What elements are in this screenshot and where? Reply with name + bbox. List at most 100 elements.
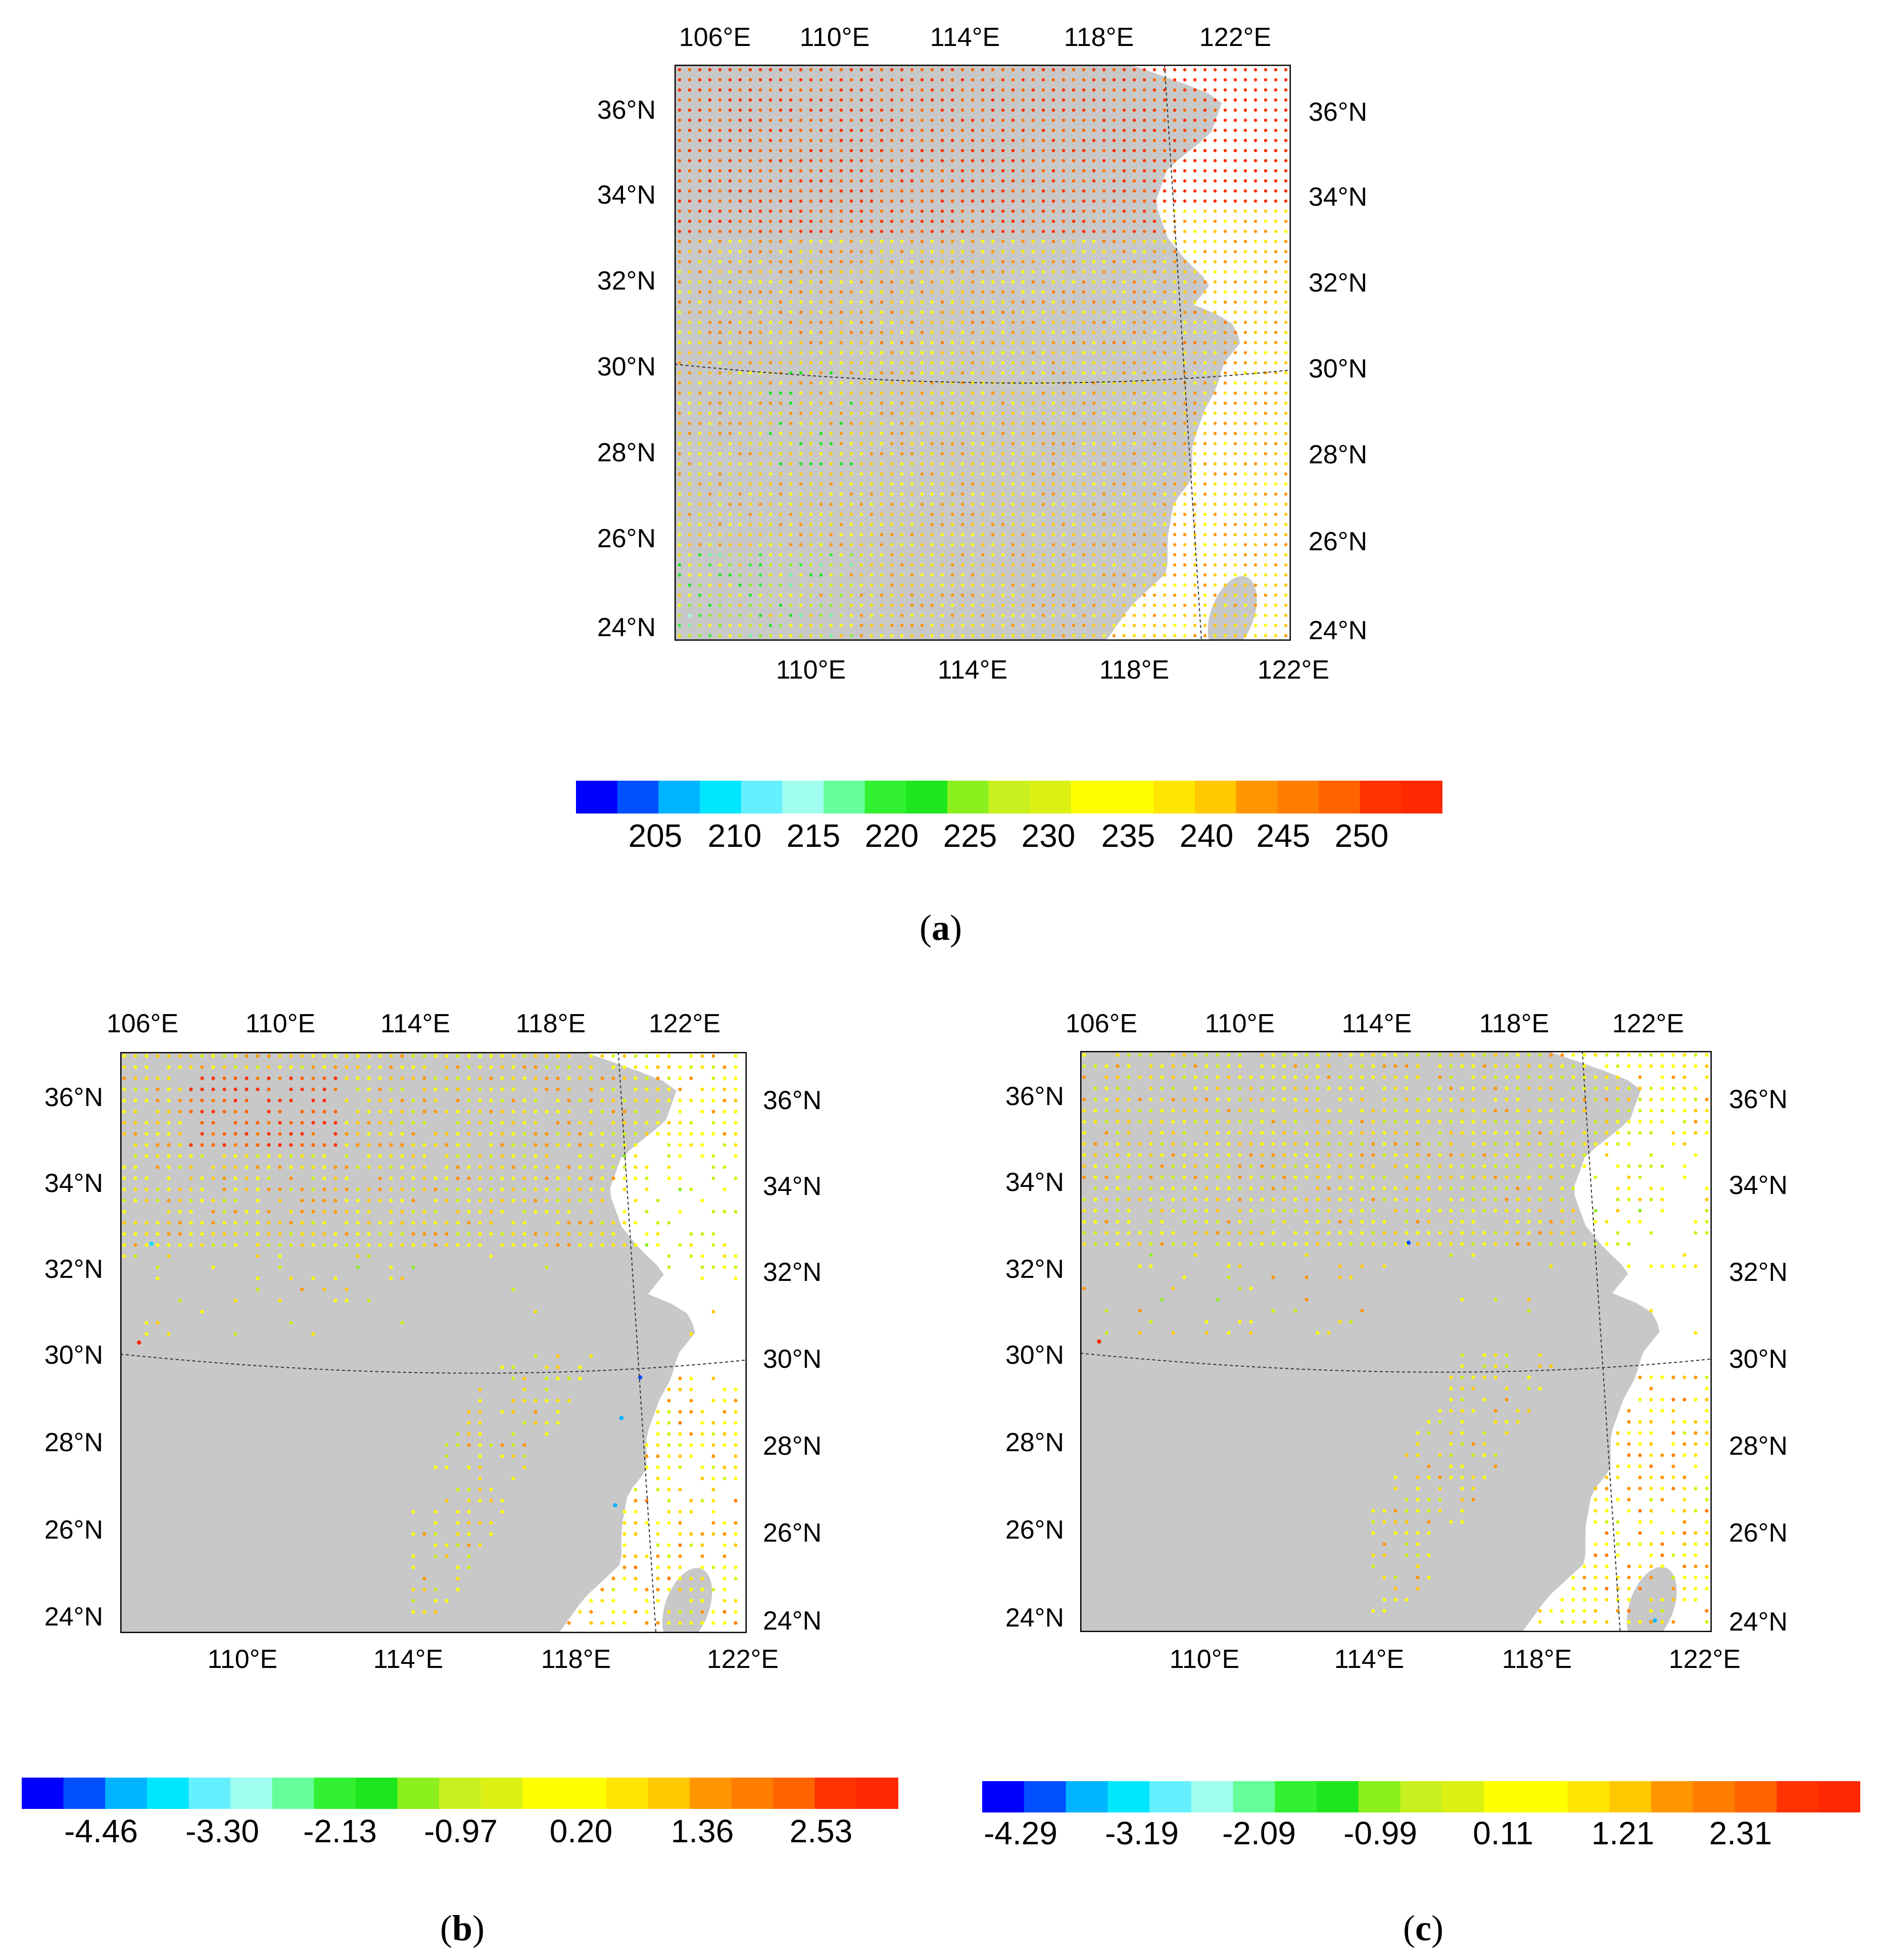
observation-point xyxy=(689,1410,693,1414)
observation-point xyxy=(700,1476,704,1480)
observation-point xyxy=(1021,209,1025,213)
observation-point xyxy=(467,1232,471,1236)
caption-b: (b) xyxy=(440,1908,485,1948)
observation-point xyxy=(1213,512,1217,516)
observation-point xyxy=(819,613,823,617)
observation-point xyxy=(233,1176,237,1180)
observation-point xyxy=(734,1543,738,1547)
observation-point xyxy=(478,1176,482,1180)
observation-point xyxy=(1072,361,1076,365)
observation-point xyxy=(634,1243,638,1247)
observation-point xyxy=(1274,492,1278,496)
observation-point xyxy=(1072,240,1076,244)
observation-point xyxy=(688,68,692,72)
observation-point xyxy=(311,1076,315,1080)
observation-point xyxy=(422,1221,426,1225)
observation-point xyxy=(1152,432,1156,436)
observation-point xyxy=(1223,270,1227,274)
observation-point xyxy=(940,401,944,405)
observation-point xyxy=(1163,138,1167,142)
observation-point xyxy=(1223,583,1227,587)
observation-point xyxy=(167,1243,171,1247)
observation-point xyxy=(356,1221,360,1225)
observation-point xyxy=(910,462,914,466)
observation-point xyxy=(1183,593,1187,597)
observation-point xyxy=(849,603,853,607)
observation-point xyxy=(522,1210,526,1214)
observation-point xyxy=(1203,260,1207,264)
observation-point xyxy=(1082,118,1086,122)
observation-point xyxy=(880,593,884,597)
observation-point xyxy=(1072,108,1076,112)
observation-point xyxy=(1183,280,1187,284)
observation-point xyxy=(859,149,863,153)
observation-point xyxy=(534,1187,538,1191)
observation-point xyxy=(698,108,702,112)
observation-point xyxy=(708,533,712,537)
observation-point xyxy=(910,613,914,617)
observation-point xyxy=(1152,371,1156,375)
right-lat-tick: 32°N xyxy=(1309,268,1368,298)
observation-point xyxy=(1416,1064,1420,1068)
observation-point xyxy=(1102,78,1106,82)
observation-point xyxy=(1061,88,1066,92)
observation-point xyxy=(819,593,823,597)
observation-point xyxy=(711,1499,715,1503)
observation-point xyxy=(1223,219,1227,223)
observation-point xyxy=(489,1232,493,1236)
observation-point xyxy=(1102,593,1106,597)
observation-point xyxy=(689,1510,693,1514)
observation-point xyxy=(758,351,762,355)
observation-point xyxy=(1061,108,1066,112)
observation-point xyxy=(1227,1053,1231,1057)
observation-point xyxy=(1284,128,1288,132)
observation-point xyxy=(1092,118,1096,122)
observation-point xyxy=(489,1199,493,1203)
observation-point xyxy=(1072,522,1076,527)
observation-point xyxy=(960,391,964,395)
observation-point xyxy=(300,1121,304,1125)
observation-point xyxy=(839,573,843,577)
observation-point xyxy=(245,1165,249,1169)
observation-point xyxy=(748,371,752,375)
observation-point xyxy=(489,1488,493,1492)
observation-point xyxy=(189,1232,193,1236)
observation-point xyxy=(311,1054,315,1058)
observation-point xyxy=(890,573,894,577)
observation-point xyxy=(1021,603,1025,607)
observation-point xyxy=(600,1621,604,1625)
observation-point xyxy=(1031,603,1035,607)
observation-point xyxy=(1284,98,1288,102)
observation-point xyxy=(734,1410,738,1414)
observation-point xyxy=(1264,330,1268,334)
observation-point xyxy=(1152,138,1156,142)
observation-point xyxy=(678,270,682,274)
observation-point xyxy=(722,1599,727,1603)
observation-point xyxy=(950,391,954,395)
right-lat-tick: 30°N xyxy=(1729,1345,1788,1374)
observation-point xyxy=(1183,361,1187,365)
observation-point xyxy=(1264,240,1268,244)
observation-point xyxy=(829,219,833,223)
observation-point xyxy=(700,1232,704,1236)
observation-point xyxy=(1183,462,1187,466)
observation-point xyxy=(1001,138,1005,142)
observation-point xyxy=(698,310,702,314)
observation-point xyxy=(144,1332,149,1336)
observation-point xyxy=(849,411,853,415)
observation-point xyxy=(200,1132,204,1136)
observation-point xyxy=(233,1210,237,1214)
observation-point xyxy=(900,250,904,254)
observation-point xyxy=(839,391,843,395)
observation-point xyxy=(1233,563,1237,567)
observation-point xyxy=(245,1054,249,1058)
observation-point xyxy=(748,634,752,638)
observation-point xyxy=(1253,432,1258,436)
observation-point xyxy=(880,229,884,233)
observation-point xyxy=(870,371,874,375)
observation-point xyxy=(779,411,783,415)
observation-point xyxy=(880,512,884,516)
observation-point xyxy=(748,624,752,628)
observation-point xyxy=(1082,128,1086,132)
observation-point xyxy=(950,280,954,284)
